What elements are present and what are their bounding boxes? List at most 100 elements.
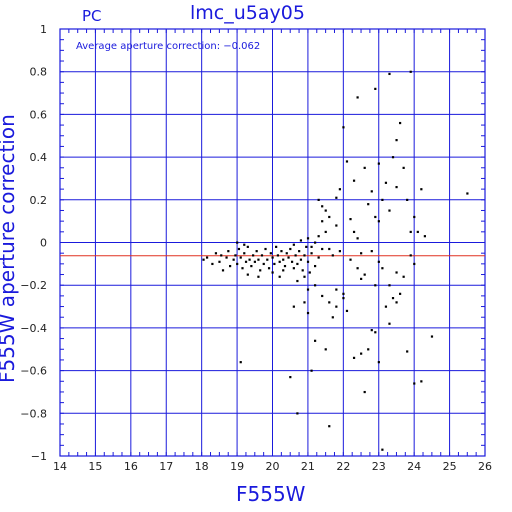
data-point bbox=[377, 220, 380, 223]
x-tick-label: 20 bbox=[266, 460, 280, 473]
data-point bbox=[356, 237, 359, 240]
data-point bbox=[243, 243, 246, 246]
data-point bbox=[271, 256, 274, 259]
data-point bbox=[367, 348, 370, 351]
data-point bbox=[232, 258, 235, 261]
data-point bbox=[211, 262, 214, 266]
x-tick-label: 16 bbox=[124, 460, 138, 473]
data-point bbox=[367, 203, 370, 206]
data-point bbox=[314, 339, 317, 342]
y-tick-label: −0.4 bbox=[20, 322, 47, 335]
data-point bbox=[278, 260, 281, 263]
data-point bbox=[271, 271, 274, 274]
x-tick-label: 14 bbox=[53, 460, 67, 473]
y-tick-label: −1 bbox=[31, 450, 47, 463]
data-point bbox=[381, 198, 384, 201]
data-point bbox=[278, 275, 281, 278]
data-point bbox=[246, 245, 249, 248]
data-point bbox=[241, 267, 244, 270]
data-point bbox=[406, 350, 409, 353]
data-point bbox=[391, 156, 395, 159]
data-point bbox=[253, 260, 256, 263]
data-point bbox=[384, 181, 388, 184]
data-point bbox=[374, 331, 377, 334]
data-point bbox=[314, 264, 317, 268]
data-point bbox=[299, 239, 303, 242]
data-point bbox=[299, 258, 303, 261]
data-point bbox=[374, 215, 377, 219]
data-point bbox=[466, 192, 469, 195]
x-tick-label: 19 bbox=[230, 460, 244, 473]
data-point bbox=[388, 72, 391, 76]
data-point bbox=[430, 335, 434, 338]
data-point bbox=[363, 273, 366, 276]
data-point bbox=[328, 301, 331, 304]
data-point bbox=[399, 121, 402, 125]
x-tick-label: 24 bbox=[407, 460, 421, 473]
data-point bbox=[338, 250, 341, 253]
data-point bbox=[352, 230, 356, 234]
data-point bbox=[409, 230, 412, 234]
data-point bbox=[303, 275, 306, 278]
data-point bbox=[345, 309, 349, 313]
data-point bbox=[388, 209, 391, 212]
data-point bbox=[370, 250, 373, 253]
data-point bbox=[282, 269, 285, 272]
data-point bbox=[239, 256, 242, 259]
data-point bbox=[306, 311, 310, 315]
data-point bbox=[314, 241, 317, 244]
data-point bbox=[328, 425, 331, 428]
y-tick-label: −0.2 bbox=[20, 279, 47, 292]
data-point bbox=[306, 288, 310, 291]
data-point bbox=[220, 254, 223, 257]
data-point bbox=[259, 269, 262, 272]
data-point bbox=[266, 258, 269, 261]
y-tick-label: −0.8 bbox=[20, 407, 47, 420]
data-point bbox=[280, 250, 283, 253]
data-point bbox=[328, 247, 331, 251]
data-point bbox=[363, 166, 366, 169]
data-point bbox=[303, 301, 306, 304]
data-point bbox=[294, 254, 297, 257]
data-point bbox=[214, 252, 218, 255]
data-point bbox=[221, 269, 225, 272]
data-point bbox=[374, 87, 377, 90]
data-point bbox=[296, 412, 299, 415]
data-point bbox=[237, 247, 241, 251]
y-tick-label: 0.6 bbox=[30, 108, 48, 121]
data-point bbox=[391, 297, 395, 300]
data-point bbox=[310, 245, 313, 248]
x-tick-label: 23 bbox=[372, 460, 386, 473]
data-point bbox=[324, 348, 327, 351]
data-point bbox=[406, 198, 409, 201]
x-tick-label: 22 bbox=[336, 460, 350, 473]
data-point bbox=[331, 316, 334, 319]
data-point bbox=[310, 369, 313, 372]
x-tick-label: 15 bbox=[88, 460, 102, 473]
data-point bbox=[296, 262, 299, 266]
y-axis-label: F555W aperture correction bbox=[0, 114, 19, 383]
data-point bbox=[236, 262, 239, 266]
data-point bbox=[260, 254, 264, 257]
data-point bbox=[236, 241, 239, 244]
data-point bbox=[298, 250, 301, 253]
data-point bbox=[381, 267, 384, 270]
data-point bbox=[287, 256, 290, 259]
data-point bbox=[352, 356, 356, 359]
data-point bbox=[413, 215, 416, 219]
data-point bbox=[345, 160, 349, 163]
data-point bbox=[276, 254, 280, 257]
average-correction-annotation: Average aperture correction: −0.062 bbox=[76, 41, 261, 52]
data-point bbox=[360, 277, 363, 280]
data-point bbox=[305, 245, 308, 248]
data-point bbox=[331, 254, 334, 257]
data-point bbox=[395, 139, 398, 142]
data-point bbox=[349, 218, 352, 221]
data-point bbox=[324, 209, 327, 212]
data-point bbox=[301, 269, 304, 272]
y-tick-label: 0.4 bbox=[30, 151, 48, 164]
data-point bbox=[370, 190, 373, 193]
data-point bbox=[306, 237, 310, 240]
data-point bbox=[292, 305, 295, 308]
